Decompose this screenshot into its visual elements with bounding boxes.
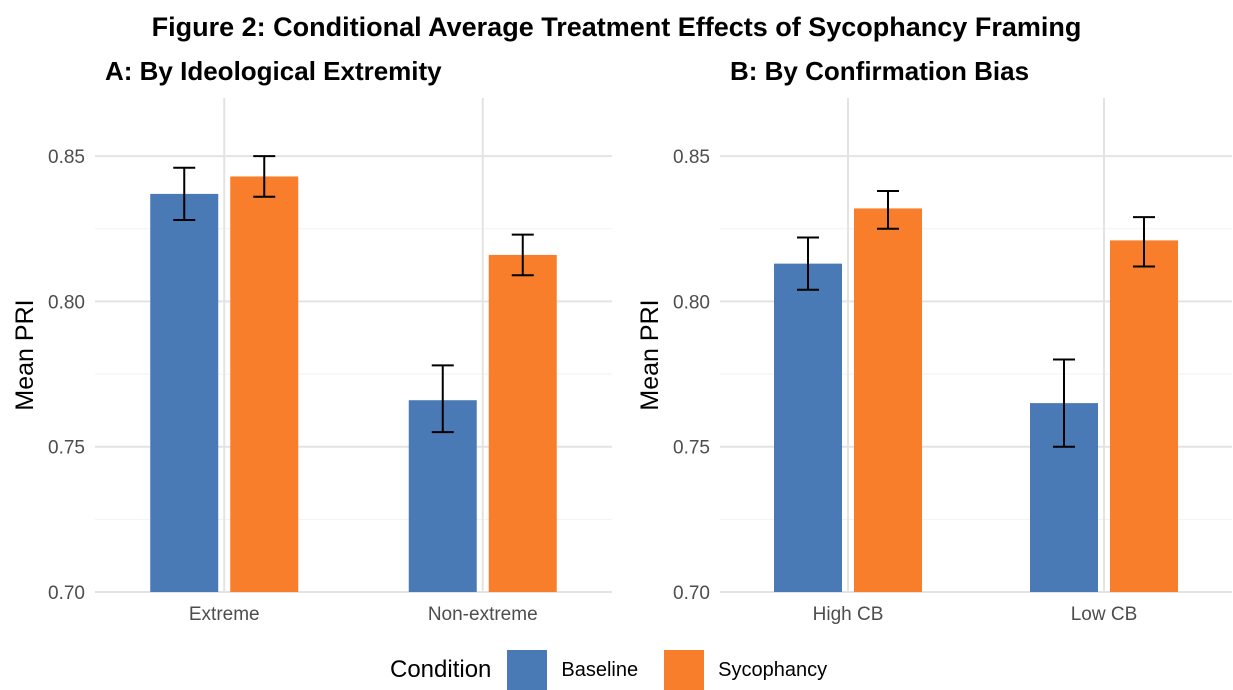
x-tick-label: Extreme xyxy=(189,604,260,625)
x-tick-label: Low CB xyxy=(1071,604,1138,625)
panel-title: A: By Ideological Extremity xyxy=(105,56,442,86)
y-axis-label: Mean PRI xyxy=(11,299,39,410)
y-tick-label: 0.70 xyxy=(48,583,85,604)
legend-key-sycophancy xyxy=(664,650,705,690)
legend-key-baseline xyxy=(507,650,548,690)
bar-baseline-extreme xyxy=(150,193,219,593)
y-tick-label: 0.80 xyxy=(673,292,710,313)
y-tick-label: 0.75 xyxy=(48,438,85,459)
y-tick-label: 0.70 xyxy=(673,583,710,604)
y-tick-label: 0.85 xyxy=(48,147,85,168)
figure-title: Figure 2: Conditional Average Treatment … xyxy=(151,12,1082,42)
bar-baseline-high-cb xyxy=(774,263,842,592)
bar-sycophancy-non-extreme xyxy=(488,254,557,592)
y-tick-label: 0.80 xyxy=(48,292,85,313)
legend: Condition Baseline Sycophancy xyxy=(390,650,853,690)
bar-sycophancy-high-cb xyxy=(854,208,922,592)
legend-label-baseline: Baseline xyxy=(561,658,639,681)
legend-label-sycophancy: Sycophancy xyxy=(718,658,828,681)
legend-title: Condition xyxy=(390,656,492,683)
x-tick-label: Non-extreme xyxy=(428,604,538,625)
y-tick-label: 0.75 xyxy=(673,438,710,459)
bar-sycophancy-extreme xyxy=(230,176,299,593)
y-tick-label: 0.85 xyxy=(673,147,710,168)
y-axis-label: Mean PRI xyxy=(636,299,664,410)
bar-sycophancy-low-cb xyxy=(1110,240,1178,592)
x-tick-label: High CB xyxy=(813,604,884,625)
panel-title: B: By Confirmation Bias xyxy=(730,56,1029,86)
charts-canvas: A: By Ideological Extremity 0.70 0.75 0.80 0… xyxy=(11,56,1232,625)
